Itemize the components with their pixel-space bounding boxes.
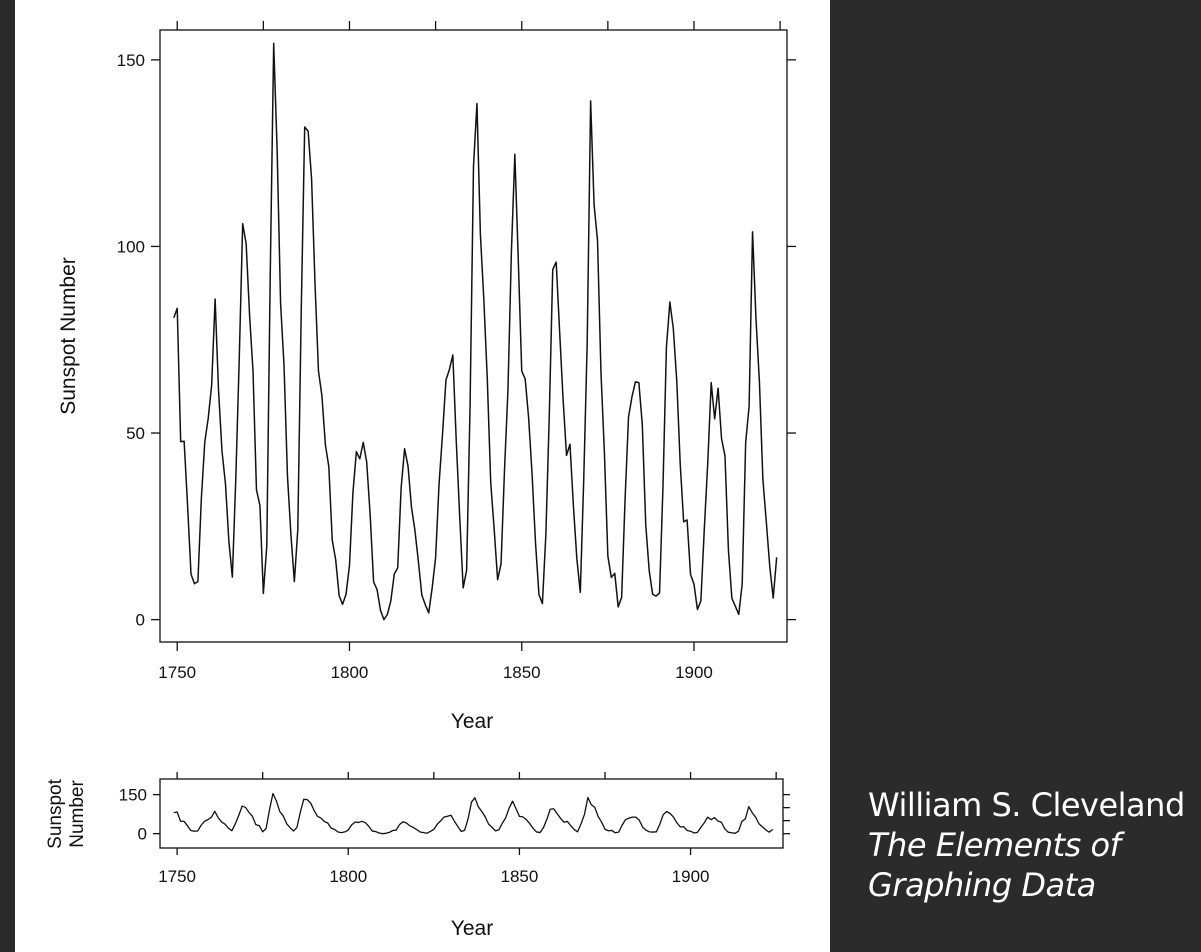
- book-title-line2: Graphing Data: [868, 866, 1096, 904]
- small-y-tick-labels: 0 150: [119, 786, 147, 844]
- y-tick-label: 150: [119, 786, 147, 805]
- small-y-axis-label-line1: Sunspot: [45, 778, 66, 848]
- figure-paper: [15, 0, 830, 952]
- main-series-line: [173, 42, 778, 621]
- main-y-axis-label: Sunspot Number: [57, 257, 80, 415]
- main-chart: 1750 1800 1850 1900 0 50 100 150 Year Sunspot …: [57, 21, 796, 733]
- x-tick-label: 1800: [329, 867, 367, 886]
- x-tick-label: 1800: [331, 663, 369, 682]
- credit-block: William S. Cleveland The Elements of Gra…: [868, 785, 1185, 905]
- x-tick-label: 1900: [675, 663, 713, 682]
- author-name: William S. Cleveland: [868, 786, 1185, 824]
- x-tick-label: 1750: [158, 867, 196, 886]
- small-plot-frame: [159, 778, 784, 849]
- book-title-line1: The Elements of: [868, 826, 1121, 864]
- x-tick-label: 1900: [672, 867, 710, 886]
- main-y-tick-labels: 0 50 100 150: [117, 51, 145, 630]
- y-tick-label: 0: [136, 611, 145, 630]
- main-plot-frame: [159, 29, 788, 643]
- small-ticks: [153, 772, 790, 855]
- small-series-line: [173, 792, 774, 835]
- small-x-axis-label: Year: [451, 917, 493, 940]
- x-tick-label: 1850: [501, 867, 539, 886]
- y-tick-label: 150: [117, 51, 145, 70]
- main-x-axis-label: Year: [451, 710, 493, 733]
- x-tick-label: 1850: [503, 663, 541, 682]
- small-chart: 1750 1800 1850 1900 0 150 Year Sunspot Numbe…: [45, 772, 790, 940]
- main-x-tick-labels: 1750 1800 1850 1900: [158, 663, 713, 682]
- main-ticks: [151, 21, 796, 651]
- charts-svg: 1750 1800 1850 1900 0 50 100 150 Year Sunspot …: [45, 21, 796, 940]
- small-y-axis-label-line2: Number: [67, 780, 88, 848]
- y-tick-label: 50: [126, 424, 145, 443]
- y-tick-label: 100: [117, 237, 145, 256]
- x-tick-label: 1750: [158, 663, 196, 682]
- y-tick-label: 0: [138, 825, 147, 844]
- small-x-tick-labels: 1750 1800 1850 1900: [158, 867, 709, 886]
